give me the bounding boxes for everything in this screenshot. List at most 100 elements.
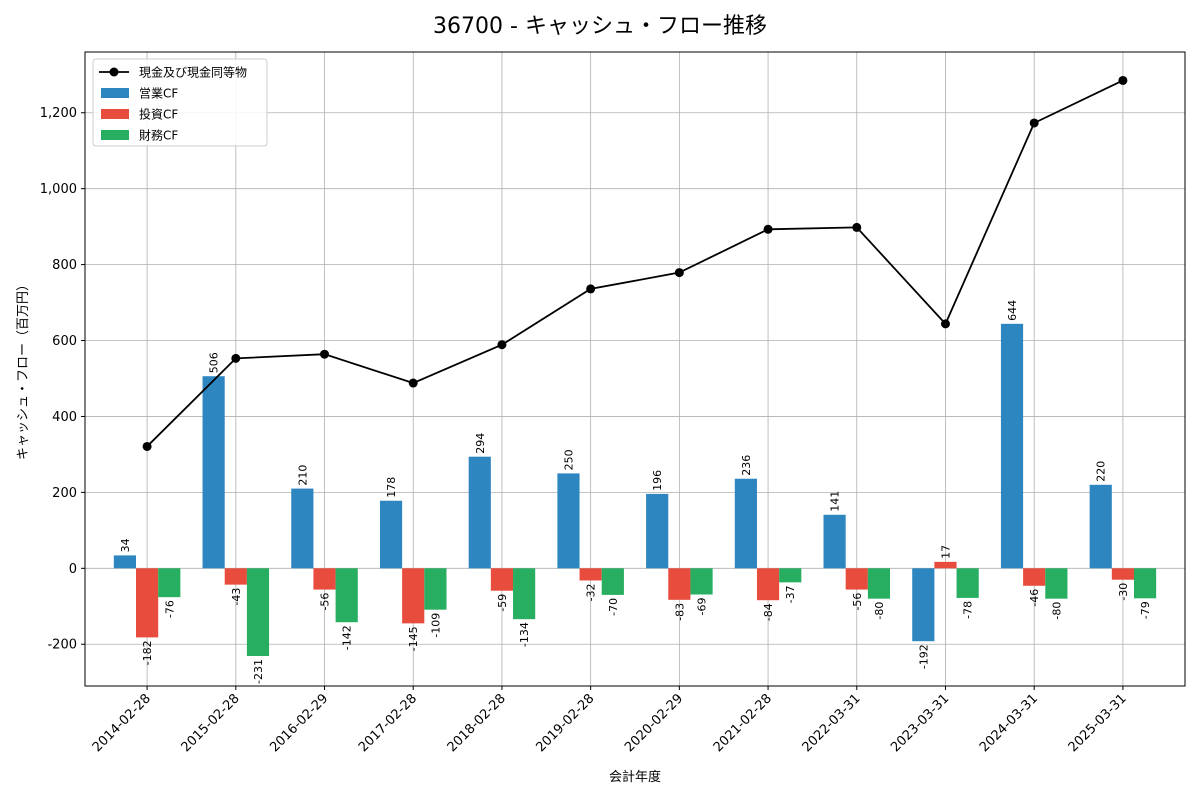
bar-営業CF-2020-02-29	[646, 493, 669, 569]
bar-value-label: -76	[163, 600, 176, 618]
bar-財務CF-2018-02-28	[513, 568, 536, 620]
bar-value-label: 250	[562, 449, 575, 470]
bar-投資CF-2021-02-28	[756, 568, 780, 601]
bar-value-label: -78	[962, 601, 975, 619]
cash-point-2021-02-28	[763, 224, 773, 234]
bar-営業CF-2024-03-31	[1000, 323, 1024, 569]
y-tick-label: 0	[69, 562, 77, 577]
cash-point-2024-03-31	[1029, 118, 1039, 128]
bar-財務CF-2025-03-31	[1133, 568, 1157, 599]
bar-営業CF-2015-02-28	[202, 376, 225, 569]
bar-営業CF-2025-03-31	[1089, 484, 1112, 569]
bar-value-label: 506	[208, 352, 221, 373]
y-tick-label: 1,200	[40, 106, 77, 121]
bar-labels-layer: 34 506 210 178 294 250 196 236 141 -192 644 220 -182…	[119, 300, 1152, 684]
bar-財務CF-2019-02-28	[601, 568, 624, 595]
y-tick-label: 800	[52, 258, 77, 273]
cash-point-2025-03-31	[1118, 75, 1128, 85]
bar-営業CF-2014-02-28	[113, 555, 137, 569]
bar-value-label: -109	[429, 613, 442, 638]
legend-label: 投資CF	[139, 107, 178, 122]
cash-point-2023-03-31	[940, 319, 950, 329]
cash-point-2015-02-28	[231, 353, 241, 363]
bar-投資CF-2025-03-31	[1111, 568, 1134, 580]
legend-swatch-投資CF	[101, 109, 129, 119]
bar-value-label: -30	[1117, 583, 1130, 601]
bar-value-label: -192	[917, 644, 930, 669]
bar-財務CF-2024-03-31	[1045, 568, 1068, 599]
legend-marker	[109, 67, 119, 77]
bar-value-label: 236	[740, 455, 753, 476]
bar-財務CF-2016-02-29	[335, 568, 358, 623]
cash-point-2020-02-29	[674, 268, 684, 278]
cash-point-2019-02-28	[586, 284, 596, 294]
bar-value-label: -231	[252, 659, 265, 684]
chart-title: 36700 - キャッシュ・フロー推移	[433, 14, 767, 39]
legend-swatch-営業CF	[101, 88, 129, 98]
cash-point-2022-03-31	[852, 222, 862, 232]
legend-label: 現金及び現金同等物	[139, 65, 247, 80]
bar-営業CF-2023-03-31	[912, 568, 935, 642]
bar-投資CF-2018-02-28	[490, 568, 514, 591]
bar-value-label: -37	[784, 585, 797, 603]
bar-投資CF-2014-02-28	[136, 568, 159, 638]
bar-value-label: -84	[762, 603, 775, 621]
bar-投資CF-2022-03-31	[845, 568, 868, 590]
bar-投資CF-2023-03-31	[934, 561, 957, 569]
bar-value-label: 34	[119, 538, 132, 552]
bar-営業CF-2016-02-29	[291, 488, 314, 569]
y-axis-title: キャッシュ・フロー（百万円）	[16, 278, 31, 460]
bar-value-label: -182	[141, 640, 154, 665]
bar-value-label: -142	[341, 625, 354, 650]
bar-value-label: 294	[474, 433, 487, 454]
bar-value-label: -69	[696, 598, 709, 616]
bar-営業CF-2021-02-28	[734, 478, 757, 569]
cash-point-2016-02-29	[320, 349, 330, 359]
y-tick-label: -200	[47, 638, 77, 653]
bar-value-label: -145	[407, 626, 420, 651]
bar-value-label: 196	[651, 470, 664, 491]
legend-box	[92, 58, 268, 147]
bar-value-label: 178	[385, 477, 398, 498]
bar-財務CF-2017-02-28	[424, 568, 447, 610]
bar-投資CF-2019-02-28	[579, 568, 602, 581]
y-tick-label: 1,000	[40, 182, 77, 197]
y-tick-label: 400	[52, 410, 77, 425]
bar-value-label: -56	[319, 593, 332, 611]
bar-value-label: -46	[1028, 589, 1041, 607]
bar-営業CF-2018-02-28	[468, 456, 491, 569]
bars-layer	[113, 323, 1157, 657]
bar-value-label: 17	[939, 545, 952, 559]
bar-投資CF-2024-03-31	[1023, 568, 1046, 586]
bar-財務CF-2023-03-31	[956, 568, 979, 598]
legend-label: 財務CF	[139, 128, 178, 143]
y-tick-label: 600	[52, 334, 77, 349]
x-axis-title: 会計年度	[609, 769, 661, 785]
legend-swatch-財務CF	[101, 130, 129, 140]
bar-value-label: -56	[851, 593, 864, 611]
y-tick-label: 200	[52, 486, 77, 501]
bar-value-label: -79	[1139, 601, 1152, 619]
bar-営業CF-2017-02-28	[379, 500, 403, 569]
bar-value-label: 210	[296, 465, 309, 486]
bar-value-label: -80	[1050, 602, 1063, 620]
legend-label: 営業CF	[139, 87, 178, 101]
bar-value-label: -134	[518, 622, 531, 647]
line-layer	[142, 75, 1128, 451]
bar-value-label: -83	[673, 603, 686, 621]
bar-財務CF-2021-02-28	[779, 568, 802, 583]
cash-point-2017-02-28	[408, 378, 418, 388]
cash-point-2018-02-28	[497, 340, 507, 350]
plot-frame	[84, 51, 1186, 687]
cash-point-2014-02-28	[142, 441, 152, 451]
bar-投資CF-2015-02-28	[224, 568, 247, 585]
bar-value-label: 141	[829, 491, 842, 512]
bar-value-label: -80	[873, 602, 886, 620]
bar-投資CF-2020-02-29	[668, 568, 691, 600]
bar-value-label: -70	[607, 598, 620, 616]
bar-財務CF-2015-02-28	[246, 568, 270, 657]
bar-営業CF-2019-02-28	[557, 473, 580, 569]
